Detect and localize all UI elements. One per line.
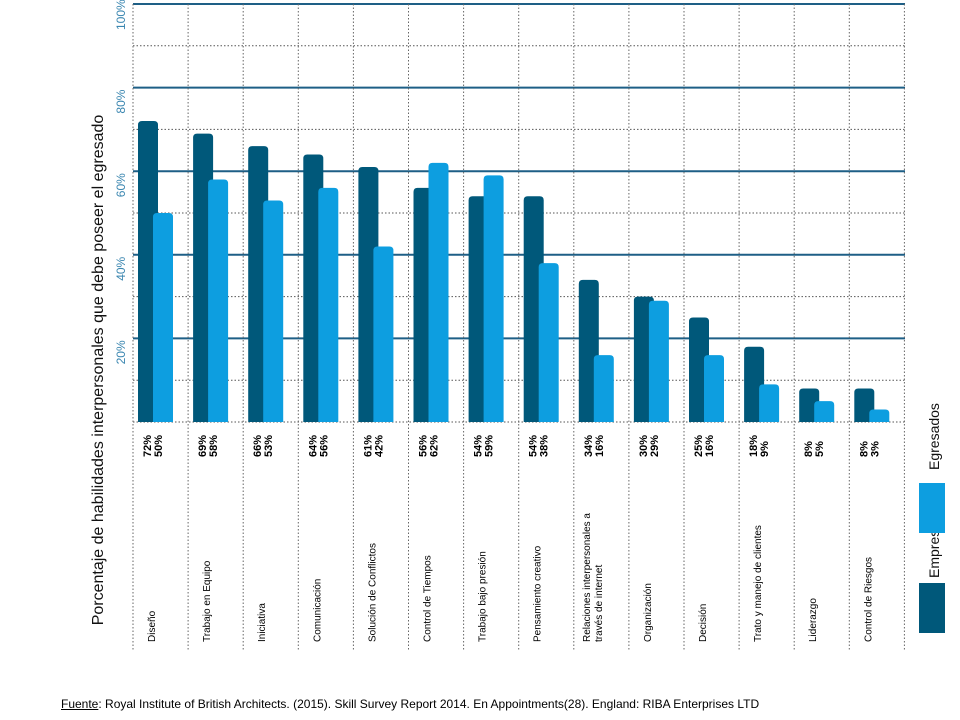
value-label: 64%	[307, 435, 319, 457]
value-label: 69%	[197, 435, 209, 457]
legend-label-egresados: Egresados	[926, 403, 942, 470]
category-label: Trato y manejo de clientes	[753, 525, 764, 642]
value-label: 9%	[759, 441, 771, 457]
bar-egresados	[759, 384, 780, 422]
bar-egresados	[648, 300, 669, 422]
value-label: 18%	[748, 435, 760, 457]
bar-egresados	[704, 355, 724, 422]
value-label: 54%	[473, 435, 485, 457]
category-label: Organización	[643, 583, 654, 642]
bar-egresados	[483, 175, 504, 422]
category-label: través de internet	[594, 565, 605, 642]
legend-swatch-egresados	[919, 483, 945, 533]
value-label: 59%	[484, 435, 496, 457]
bar-egresados	[869, 409, 890, 422]
value-label: 58%	[208, 435, 220, 457]
value-label: 3%	[869, 441, 881, 457]
value-label: 61%	[362, 435, 374, 457]
category-label: Relaciones interpersonales a	[582, 513, 593, 642]
bar-egresados	[318, 187, 339, 422]
value-label: 56%	[418, 435, 430, 457]
value-label: 38%	[539, 435, 551, 457]
bar-egresados	[263, 200, 284, 422]
value-label: 8%	[858, 441, 870, 457]
y-axis-ticks: 20% 40% 60% 80% 100%	[114, 0, 128, 364]
value-label: 16%	[594, 435, 606, 457]
category-label: Trabajo bajo presión	[478, 551, 489, 642]
bar-egresados	[153, 213, 173, 422]
value-label: 62%	[429, 435, 441, 457]
y-tick-label: 100%	[114, 0, 128, 30]
bar-egresados	[373, 246, 394, 422]
bar-egresados	[538, 263, 559, 422]
source-key: Fuente	[61, 697, 99, 711]
value-label: 30%	[638, 435, 650, 457]
category-label: Iniciativa	[257, 603, 268, 642]
category-label: Comunicación	[312, 579, 323, 642]
value-label: 29%	[649, 435, 661, 457]
bar-egresados	[208, 179, 229, 422]
value-label: 8%	[803, 441, 815, 457]
category-label: Pensamiento creativo	[533, 545, 544, 642]
category-label: Decisión	[698, 604, 709, 642]
value-label: 50%	[153, 435, 165, 457]
value-label: 42%	[373, 435, 385, 457]
y-tick-label: 20%	[114, 340, 128, 364]
bar-egresados	[428, 162, 449, 422]
value-label: 34%	[583, 435, 595, 457]
value-label: 54%	[528, 435, 540, 457]
value-label: 5%	[814, 441, 826, 457]
category-label: Trabajo en Equipo	[202, 560, 213, 642]
value-labels: 72% 50% 69% 58% 66% 53% 64% 56% 61% 42% 56% 62% 54% 5…	[142, 435, 881, 457]
category-label: Liderazgo	[808, 598, 819, 642]
bar-egresados	[814, 401, 835, 422]
category-label: Control de Riesgos	[863, 557, 874, 642]
category-label: Diseño	[147, 610, 158, 642]
y-axis-title: Porcentaje de habilidades interpersonale…	[90, 115, 107, 626]
source-text: : Royal Institute of British Architects.…	[98, 697, 760, 711]
category-label: Solución de Conflictos	[367, 543, 378, 642]
value-label: 56%	[318, 435, 330, 457]
bar-egresados	[593, 355, 614, 422]
value-label: 72%	[142, 435, 154, 457]
value-label: 66%	[252, 435, 264, 457]
value-label: 53%	[263, 435, 275, 457]
y-tick-label: 40%	[114, 256, 128, 280]
y-tick-label: 80%	[114, 89, 128, 113]
value-label: 16%	[704, 435, 716, 457]
legend-swatch-empresarios	[919, 583, 945, 633]
source-citation: Fuente: Royal Institute of British Archi…	[61, 697, 951, 711]
bars	[138, 121, 890, 423]
value-label: 25%	[693, 435, 705, 457]
y-tick-label: 60%	[114, 173, 128, 197]
category-labels: Diseño Trabajo en Equipo Iniciativa Comunic…	[147, 513, 874, 642]
category-label: Control de Tiempos	[423, 555, 434, 642]
